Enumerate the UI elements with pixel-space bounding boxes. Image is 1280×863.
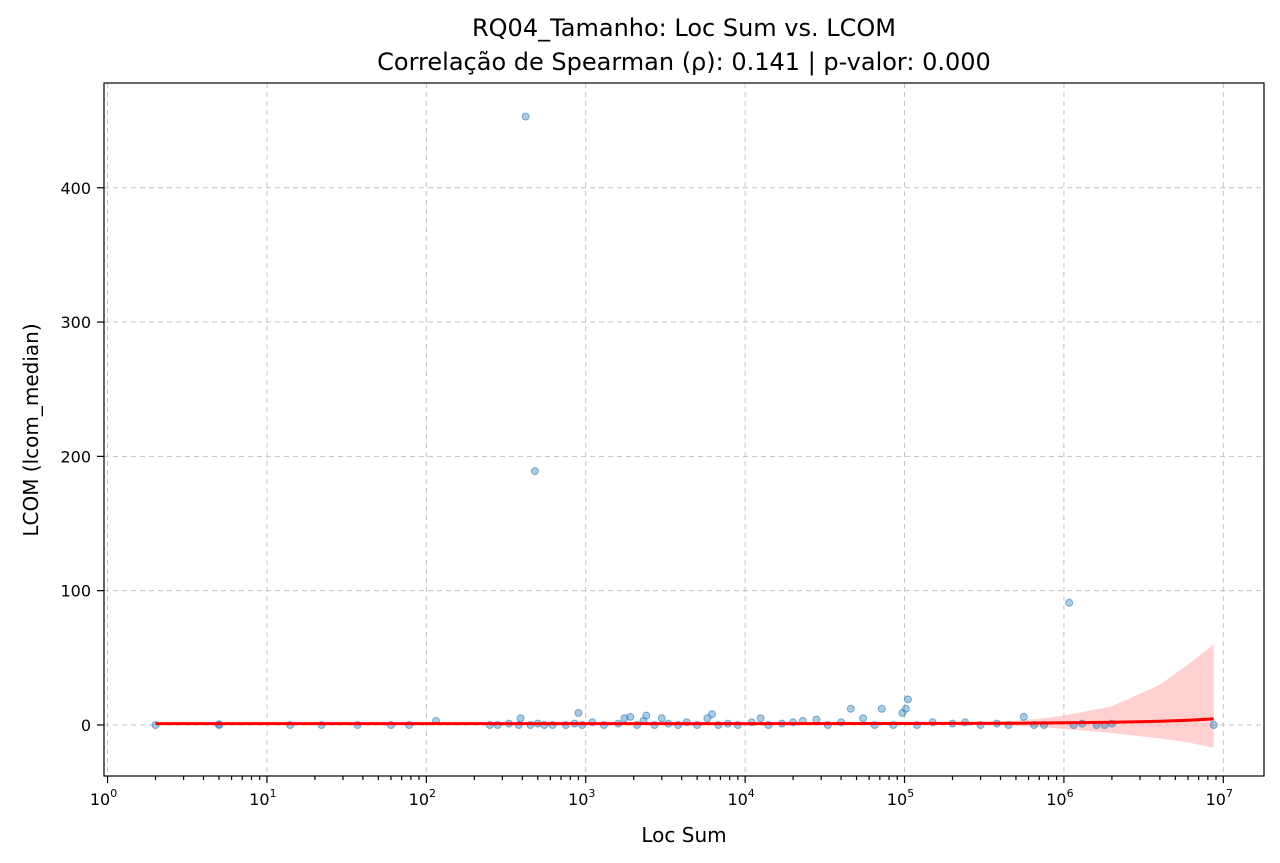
y-axis-ticks: 0 100 200 300 400	[60, 179, 104, 735]
data-point	[1019, 712, 1028, 721]
y-tick-label: 0	[81, 716, 91, 735]
data-point	[521, 112, 530, 121]
chart-subtitle: Correlação de Spearman (ρ): 0.141 | p-va…	[377, 48, 991, 76]
x-tick-label: 106	[1046, 787, 1073, 809]
data-point	[530, 467, 539, 476]
x-tick-label: 101	[249, 787, 276, 809]
regression-line	[155, 717, 1214, 726]
x-tick-label: 105	[887, 787, 914, 809]
data-point	[901, 704, 910, 713]
data-point	[626, 712, 635, 721]
data-point	[1209, 721, 1218, 729]
data-point	[756, 714, 765, 723]
data-point	[859, 714, 868, 723]
data-point	[846, 704, 855, 713]
chart-title: RQ04_Tamanho: Loc Sum vs. LCOM	[472, 14, 896, 42]
data-point	[877, 704, 886, 713]
data-point	[1065, 598, 1074, 607]
regression-layer	[155, 717, 1214, 726]
data-point	[657, 714, 666, 723]
data-point	[516, 714, 525, 723]
y-axis-label: LCOM (lcom_median)	[19, 323, 43, 536]
data-point	[574, 708, 583, 717]
points-layer	[151, 112, 1218, 729]
x-tick-label: 104	[727, 787, 754, 809]
x-tick-label: 100	[90, 787, 117, 809]
x-tick-label: 102	[409, 787, 436, 809]
confidence-band	[1000, 644, 1214, 748]
y-tick-label: 200	[60, 447, 91, 466]
data-point	[642, 711, 651, 720]
x-tick-label: 107	[1206, 787, 1233, 809]
grid-layer	[104, 83, 1264, 776]
plot-frame	[103, 82, 1265, 777]
x-axis-ticks: 100 101 102 103 104 105 106 107	[90, 776, 1233, 809]
y-tick-label: 300	[60, 313, 91, 332]
x-axis-label: Loc Sum	[641, 823, 726, 847]
data-point	[812, 715, 821, 724]
confidence-band-layer	[1000, 644, 1214, 748]
x-tick-label: 103	[568, 787, 595, 809]
y-tick-label: 400	[60, 179, 91, 198]
data-point	[903, 695, 912, 704]
data-point	[708, 710, 716, 719]
y-tick-label: 100	[60, 582, 91, 601]
